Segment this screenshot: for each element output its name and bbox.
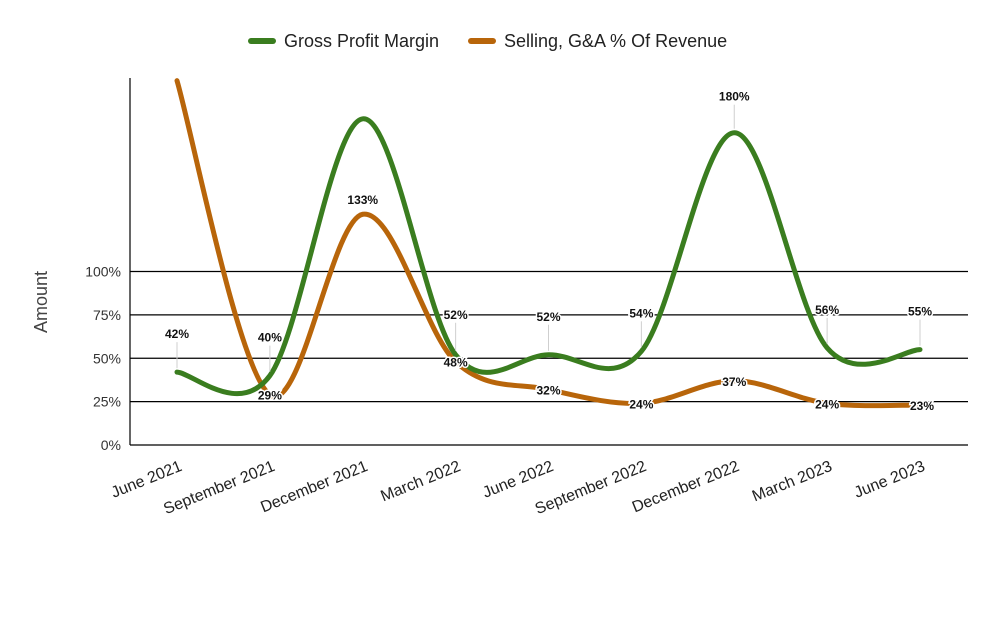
data-label: 32% <box>536 383 560 397</box>
y-tick-label: 100% <box>85 264 121 280</box>
series-lines <box>174 78 923 409</box>
y-tick-label: 25% <box>93 394 121 410</box>
data-label: 52% <box>444 308 468 322</box>
x-tick-label: June 2021 <box>109 458 185 502</box>
x-tick-label: March 2023 <box>750 458 835 505</box>
y-tick-label: 50% <box>93 350 121 366</box>
data-label: 52% <box>536 310 560 324</box>
data-label: 48% <box>444 356 468 370</box>
y-tick-label: 75% <box>93 307 121 323</box>
x-tick-label: December 2022 <box>630 458 742 516</box>
data-label: 42% <box>165 327 189 341</box>
data-label: 29% <box>258 389 282 403</box>
series-line-gross-profit-margin <box>174 116 923 397</box>
legend-label: Gross Profit Margin <box>284 31 439 51</box>
data-label: 37% <box>722 375 746 389</box>
y-tick-label: 0% <box>101 437 121 453</box>
series-line-selling-ga <box>174 78 923 409</box>
x-tick-label: June 2023 <box>852 458 928 502</box>
data-label: 24% <box>815 397 839 411</box>
label-leader-lines <box>176 104 921 372</box>
data-label: 54% <box>629 306 653 320</box>
data-label: 180% <box>719 90 750 104</box>
x-tick-label: December 2021 <box>258 458 370 516</box>
data-label: 23% <box>910 399 934 413</box>
x-tick-label: June 2022 <box>480 458 556 502</box>
y-axis-ticks: 0% 25% 50% 75% 100% <box>85 264 121 454</box>
data-label: 56% <box>815 303 839 317</box>
y-axis-title: Amount <box>31 271 51 333</box>
data-label: 133% <box>347 193 378 207</box>
data-labels: 42% 40% 52% 52% 54% 180% 56% 55% 29% 133% 48% 32% 24… <box>163 88 935 414</box>
x-tick-label: March 2022 <box>378 458 463 505</box>
data-label: 55% <box>908 305 932 319</box>
legend: Gross Profit Margin Selling, G&A % Of Rev… <box>248 31 727 51</box>
legend-label: Selling, G&A % Of Revenue <box>504 31 727 51</box>
data-label: 24% <box>629 397 653 411</box>
data-label: 40% <box>258 331 282 345</box>
